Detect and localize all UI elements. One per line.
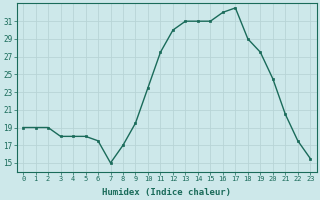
X-axis label: Humidex (Indice chaleur): Humidex (Indice chaleur) <box>102 188 231 197</box>
